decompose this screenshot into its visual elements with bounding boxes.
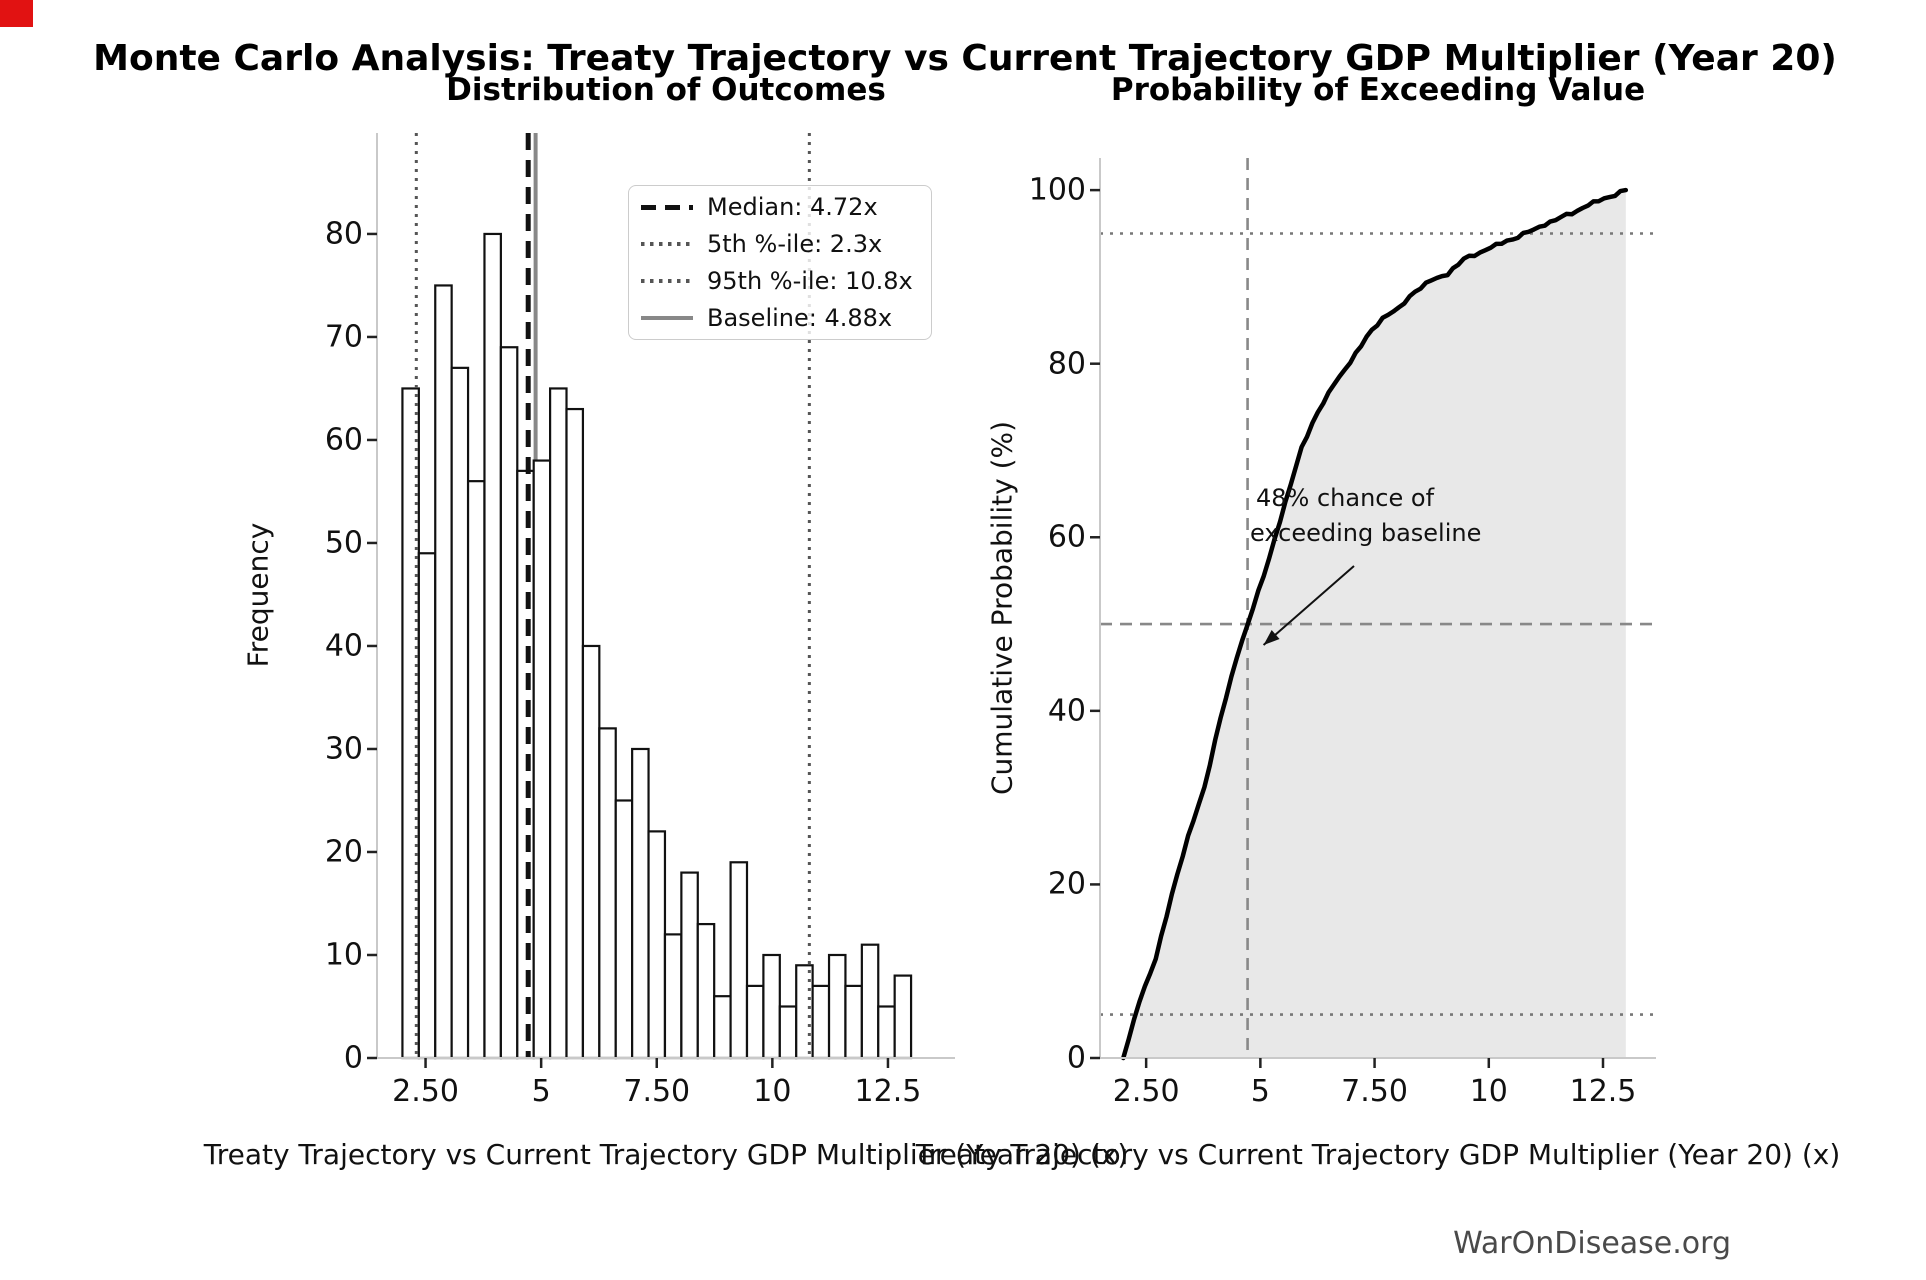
hist-bar [647,830,667,1060]
hist-bar [877,1005,896,1060]
hist-chart-title: Distribution of Outcomes [446,72,886,108]
cdf-curve [1121,187,1629,1061]
x-tick-label: 2.50 [392,1074,459,1109]
legend-row-median: Median: 4.72x [641,193,919,221]
baseline-line-sample-icon [641,316,693,320]
hist-bar [466,480,486,1060]
x-tick-label: 10 [753,1074,792,1109]
hist-bar [614,799,634,1060]
hist-bar [860,943,880,1060]
hist-y-axis-label: Frequency [241,522,275,668]
hist-bar [598,727,617,1060]
y-tick-label: 80 [1047,346,1086,382]
annotation-text-line2: exceeding baseline [1250,519,1482,547]
x-tick-label: 2.50 [1112,1074,1180,1109]
hist-bar [499,346,519,1060]
y-tick-label: 60 [324,422,363,458]
hist-bar [713,995,732,1060]
x-tick-label: 7.50 [1341,1074,1408,1109]
legend-label-5th-percentile: 5th %-ile: 2.3x [707,230,883,258]
cdf-chart-title: Probability of Exceeding Value [1110,72,1646,108]
annotation-arrow [1262,565,1355,646]
hist-legend: Median: 4.72x 5th %-ile: 2.3x 95th %-ile… [628,185,932,340]
legend-label-median: Median: 4.72x [707,193,878,221]
hist-bar [631,747,650,1060]
legend-row-baseline: Baseline: 4.88x [641,304,919,332]
x-tick-label: 5 [1250,1074,1270,1109]
watermark: WarOnDisease.org [1453,1226,1731,1261]
hist-bar [565,407,585,1060]
hist-bar [581,644,601,1060]
x-tick-label: 7.50 [623,1074,691,1109]
y-tick-label: 80 [324,216,363,252]
cdf-y-axis-label: Cumulative Probability (%) [985,420,1019,796]
percentile95-line-sample-icon [641,279,693,283]
hist-bar [516,469,535,1060]
brand-mark [0,0,33,27]
hist-bar [762,953,781,1060]
hist-bar [778,1005,798,1060]
y-tick-label: 40 [324,628,363,664]
hist-bar [483,232,502,1060]
hist-bar [745,984,765,1060]
legend-label-95th-percentile: 95th %-ile: 10.8x [707,267,913,295]
hist-bar [844,984,863,1060]
cdf-fill-area [1123,190,1626,1058]
y-tick-label: 0 [343,1040,363,1076]
page-title: Monte Carlo Analysis: Treaty Trajectory … [93,38,1837,79]
hist-x-axis-label: Treaty Trajectory vs Current Trajectory … [203,1138,1129,1171]
hist-bar [811,984,831,1060]
y-tick-label: 70 [324,319,363,355]
y-tick-label: 60 [1047,519,1086,555]
y-tick-label: 100 [1028,172,1086,208]
annotation-text-line1: 48% chance of [1256,484,1435,512]
legend-row-5th-percentile: 5th %-ile: 2.3x [641,230,919,258]
hist-bar [680,871,699,1060]
y-tick-label: 0 [1066,1040,1086,1076]
x-tick-label: 12.5 [854,1074,922,1109]
legend-label-baseline: Baseline: 4.88x [707,304,893,332]
x-tick-label: 5 [531,1074,551,1109]
hist-bar [417,552,437,1060]
y-tick-label: 20 [1047,866,1086,902]
hist-bar [532,459,552,1060]
hist-bar [434,284,453,1060]
cdf-x-axis-label: Treaty Trajectory vs Current Trajectory … [915,1138,1841,1171]
hist-bar [549,387,568,1060]
hist-bar [450,366,470,1060]
legend-row-95th-percentile: 95th %-ile: 10.8x [641,267,919,295]
hist-bar [893,974,913,1060]
y-tick-label: 40 [1047,693,1086,729]
y-tick-label: 50 [324,525,363,561]
y-tick-label: 20 [324,834,363,870]
y-tick-label: 30 [324,731,363,767]
hist-bar [827,953,847,1060]
hist-bar [696,922,716,1060]
annotation-arrowhead-icon [1263,630,1280,646]
hist-bar [663,933,683,1060]
hist-bar [729,861,749,1060]
y-tick-label: 10 [324,937,363,973]
percentile5-line-sample-icon [641,242,693,246]
x-tick-label: 10 [1469,1074,1508,1109]
x-tick-label: 12.5 [1569,1074,1637,1109]
median-line-sample-icon [641,204,693,210]
hist-bar [401,387,420,1060]
